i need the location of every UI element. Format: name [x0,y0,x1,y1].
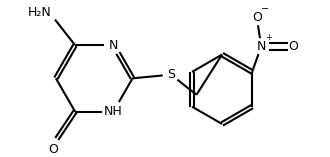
Text: NH: NH [104,105,123,118]
Text: H₂N: H₂N [28,6,51,19]
Text: O: O [252,11,262,24]
Text: −: − [261,4,269,14]
Text: O: O [288,40,298,53]
Text: +: + [265,33,272,42]
Text: N: N [109,39,118,52]
Text: O: O [48,143,58,156]
Text: S: S [167,68,175,81]
Text: N: N [256,40,266,53]
